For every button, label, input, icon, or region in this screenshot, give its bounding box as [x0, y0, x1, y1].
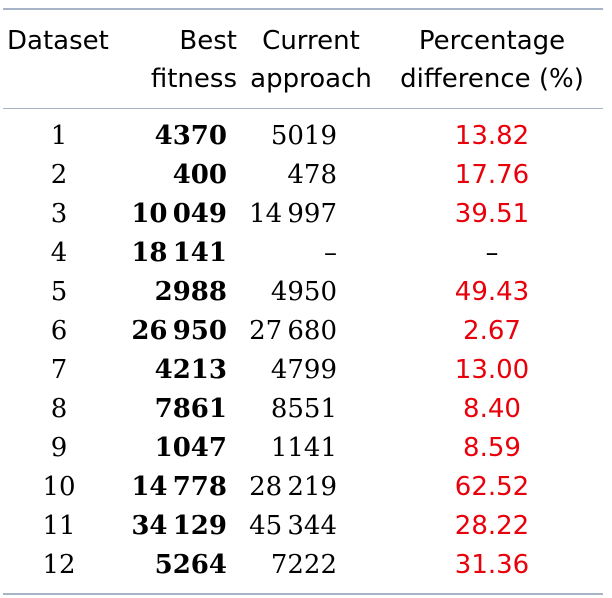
table-row: 4 18 141 – – — [3, 234, 603, 273]
table-row: 12 5264 7222 31.36 — [3, 546, 603, 593]
header-row: Dataset Best Current Percentage — [3, 10, 603, 60]
best-fitness-cell: 7861 — [154, 394, 227, 424]
current-approach-cell: 5019 — [270, 121, 337, 151]
dataset-cell: 2 — [50, 160, 68, 190]
current-approach-cell: 4950 — [270, 277, 337, 307]
table-row: 1 4370 5019 13.82 — [3, 109, 603, 156]
dataset-cell: 12 — [42, 550, 76, 580]
dataset-cell: 6 — [50, 316, 68, 346]
table-body: 1 4370 5019 13.82 2 400 478 17.76 3 10 049 14 997 3… — [3, 109, 603, 593]
current-approach-cell: 8551 — [270, 394, 337, 424]
current-approach-cell: – — [324, 238, 337, 268]
current-approach-cell: 1141 — [270, 433, 337, 463]
table-row: 11 34 129 45 344 28.22 — [3, 507, 603, 546]
top-rule — [3, 8, 603, 10]
current-approach-cell: 27 680 — [249, 316, 337, 346]
table-row: 6 26 950 27 680 2.67 — [3, 312, 603, 351]
header-percentage-difference-line2: difference (%) — [400, 64, 584, 94]
header-dataset: Dataset — [7, 26, 109, 56]
current-approach-cell: 45 344 — [249, 511, 337, 541]
dataset-cell: 9 — [50, 433, 68, 463]
best-fitness-cell: 400 — [172, 160, 227, 190]
percentage-difference-cell: 8.59 — [463, 433, 521, 463]
header-best-fitness-line1: Best — [179, 26, 237, 56]
best-fitness-cell: 10 049 — [131, 199, 227, 229]
dataset-cell: 1 — [50, 121, 68, 151]
percentage-difference-cell: 28.22 — [454, 511, 530, 541]
results-table: Dataset Best Current Percentage fitness … — [3, 10, 603, 108]
table-row: 2 400 478 17.76 — [3, 156, 603, 195]
dataset-cell: 7 — [50, 355, 68, 385]
table-row: 5 2988 4950 49.43 — [3, 273, 603, 312]
current-approach-cell: 478 — [287, 160, 337, 190]
header-dataset-line2 — [3, 60, 115, 108]
dataset-cell: 3 — [50, 199, 68, 229]
percentage-difference-cell: 49.43 — [454, 277, 530, 307]
bottom-rule — [3, 593, 603, 595]
current-approach-cell: 4799 — [270, 355, 337, 385]
percentage-difference-cell: 8.40 — [463, 394, 521, 424]
header-rule — [3, 108, 603, 109]
current-approach-cell: 14 997 — [249, 199, 337, 229]
percentage-difference-cell: 39.51 — [454, 199, 530, 229]
dataset-cell: 11 — [42, 511, 76, 541]
percentage-difference-cell: – — [485, 238, 499, 268]
header-best-fitness-line2: fitness — [150, 64, 237, 94]
best-fitness-cell: 4213 — [154, 355, 227, 385]
percentage-difference-cell: 13.00 — [454, 355, 530, 385]
results-table-container: Dataset Best Current Percentage fitness … — [3, 8, 603, 595]
best-fitness-cell: 5264 — [154, 550, 227, 580]
percentage-difference-cell: 17.76 — [454, 160, 530, 190]
header-current-approach-line1: Current — [262, 26, 360, 56]
dataset-cell: 8 — [50, 394, 68, 424]
percentage-difference-cell: 13.82 — [454, 121, 530, 151]
percentage-difference-cell: 2.67 — [463, 316, 521, 346]
table-row: 3 10 049 14 997 39.51 — [3, 195, 603, 234]
best-fitness-cell: 14 778 — [131, 472, 227, 502]
best-fitness-cell: 4370 — [154, 121, 227, 151]
best-fitness-cell: 1047 — [154, 433, 227, 463]
best-fitness-cell: 2988 — [154, 277, 227, 307]
best-fitness-cell: 26 950 — [131, 316, 227, 346]
percentage-difference-cell: 31.36 — [454, 550, 530, 580]
table-row: 8 7861 8551 8.40 — [3, 390, 603, 429]
header-current-approach-line2: approach — [250, 64, 372, 94]
best-fitness-cell: 34 129 — [131, 511, 227, 541]
current-approach-cell: 7222 — [270, 550, 337, 580]
current-approach-cell: 28 219 — [249, 472, 337, 502]
table-row: 9 1047 1141 8.59 — [3, 429, 603, 468]
table-row: 7 4213 4799 13.00 — [3, 351, 603, 390]
table-header: Dataset Best Current Percentage fitness … — [3, 10, 603, 108]
table-row: 10 14 778 28 219 62.52 — [3, 468, 603, 507]
best-fitness-cell: 18 141 — [131, 238, 227, 268]
dataset-cell: 10 — [42, 472, 76, 502]
header-row: fitness approach difference (%) — [3, 60, 603, 108]
results-table-body: 1 4370 5019 13.82 2 400 478 17.76 3 10 049 14 997 3… — [3, 109, 603, 593]
dataset-cell: 5 — [50, 277, 68, 307]
dataset-cell: 4 — [50, 238, 68, 268]
header-percentage-difference-line1: Percentage — [418, 26, 566, 56]
percentage-difference-cell: 62.52 — [454, 472, 530, 502]
